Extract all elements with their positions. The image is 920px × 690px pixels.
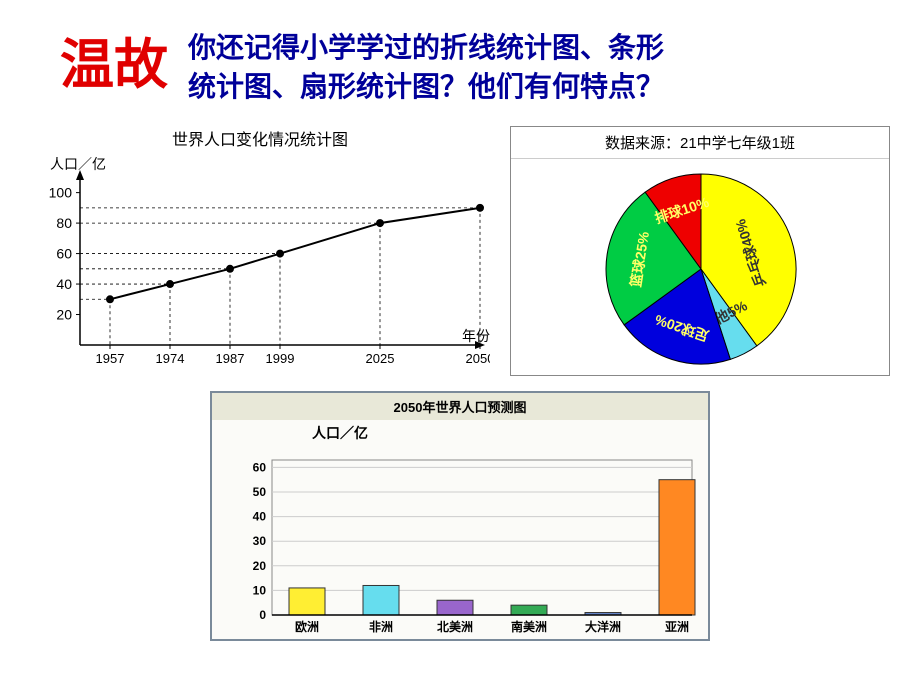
svg-text:1987: 1987 [216, 351, 245, 366]
bar-chart-title: 2050年世界人口预测图 [212, 393, 708, 420]
svg-text:1974: 1974 [156, 351, 185, 366]
line-chart-svg: 20 40 60 80 100 1957 1974 1987 1999 2025 2050 [30, 155, 490, 375]
svg-text:100: 100 [49, 185, 73, 201]
question-text: 你还记得小学学过的折线统计图、条形 统计图、扇形统计图？他们有何特点？ [188, 20, 664, 106]
svg-text:0: 0 [259, 608, 266, 622]
svg-text:20: 20 [56, 307, 72, 323]
pie-chart-svg: 乒乓球40%其他5%足球20%篮球25%排球10% [511, 159, 889, 379]
header: 温故 你还记得小学学过的折线统计图、条形 统计图、扇形统计图？他们有何特点？ [0, 0, 920, 116]
svg-text:非洲: 非洲 [369, 619, 393, 634]
bar-chart-svg: 0 10 20 30 40 50 60 欧洲 非洲 北美洲 南美洲 大洋洲 亚洲 [212, 420, 708, 642]
svg-text:60: 60 [56, 246, 72, 262]
line-chart-title: 世界人口变化情况统计图 [30, 126, 490, 150]
svg-text:北美洲: 北美洲 [437, 619, 473, 634]
svg-text:2025: 2025 [366, 351, 395, 366]
line-chart: 世界人口变化情况统计图 人口／亿 年份 20 40 60 80 100 1957 1974 1… [30, 126, 490, 376]
svg-text:欧洲: 欧洲 [295, 619, 319, 634]
question-line2: 统计图、扇形统计图？他们有何特点？ [188, 67, 664, 106]
svg-text:30: 30 [253, 535, 267, 549]
svg-text:40: 40 [253, 510, 267, 524]
svg-text:40: 40 [56, 276, 72, 292]
svg-text:20: 20 [253, 559, 267, 573]
question-line1: 你还记得小学学过的折线统计图、条形 [188, 28, 664, 67]
bar-y-axis-label: 人口／亿 [312, 423, 368, 443]
svg-text:10: 10 [253, 584, 267, 598]
svg-text:南美洲: 南美洲 [511, 619, 547, 634]
top-charts-row: 世界人口变化情况统计图 人口／亿 年份 20 40 60 80 100 1957 1974 1… [0, 126, 920, 376]
line-y-axis-label: 人口／亿 [50, 154, 106, 174]
svg-text:大洋洲: 大洋洲 [585, 619, 621, 634]
svg-text:2050: 2050 [466, 351, 490, 366]
svg-text:80: 80 [56, 215, 72, 231]
svg-text:亚洲: 亚洲 [665, 620, 689, 634]
pie-chart-title: 数据来源：21中学七年级1班 [511, 127, 889, 159]
svg-text:1957: 1957 [96, 351, 125, 366]
pie-chart: 数据来源：21中学七年级1班 乒乓球40%其他5%足球20%篮球25%排球10% [510, 126, 890, 376]
svg-text:60: 60 [253, 461, 267, 475]
svg-text:1999: 1999 [266, 351, 295, 366]
bar-chart: 2050年世界人口预测图 人口／亿 0 10 20 30 40 50 60 欧洲 非洲 北美洲 南美… [210, 391, 710, 641]
line-x-axis-label: 年份 [462, 326, 490, 346]
wengu-title: 温故 [60, 20, 168, 99]
svg-text:50: 50 [253, 485, 267, 499]
